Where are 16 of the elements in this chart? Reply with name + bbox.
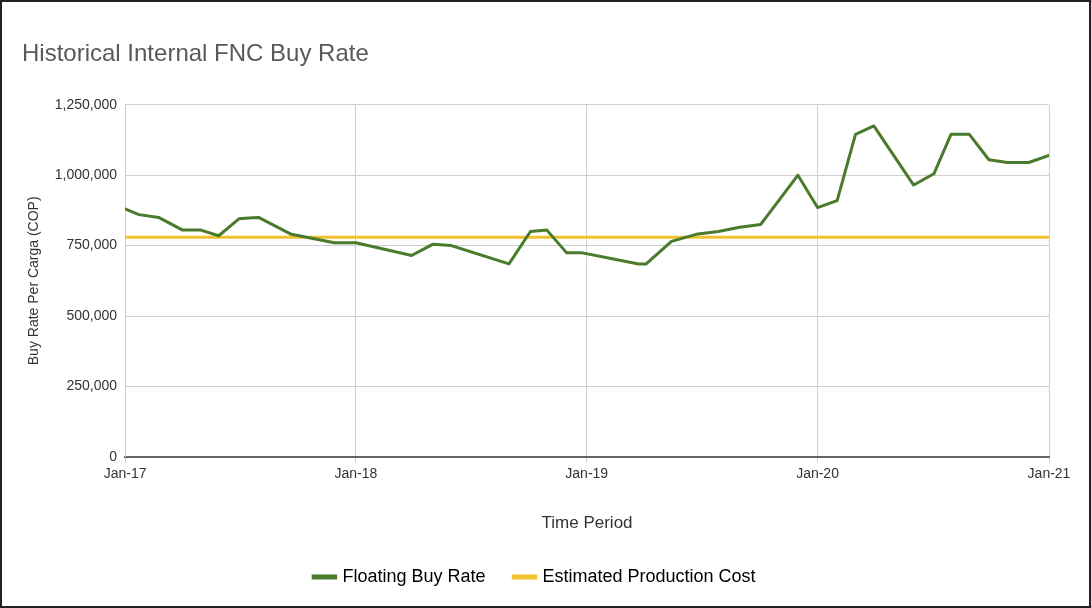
y-axis-title: Buy Rate Per Carga (COP) <box>25 196 42 366</box>
x-tick-label: Jan-18 <box>334 465 378 482</box>
x-tick-label: Jan-21 <box>1027 465 1071 482</box>
y-tick-label: 1,000,000 <box>54 166 118 183</box>
y-tick-label: 250,000 <box>66 377 118 394</box>
x-tick-label: Jan-17 <box>103 465 147 482</box>
y-tick-label: 1,250,000 <box>54 95 118 112</box>
x-tick-label: Jan-20 <box>796 465 840 482</box>
x-axis-title: Time Period <box>541 513 633 533</box>
chart-title: Historical Internal FNC Buy Rate <box>22 39 369 67</box>
y-tick-label: 500,000 <box>66 306 118 323</box>
legend-label: Estimated Production Cost <box>542 565 756 586</box>
x-tick-label: Jan-19 <box>565 465 609 482</box>
y-tick-label: 0 <box>109 447 118 464</box>
legend-label: Floating Buy Rate <box>342 565 486 586</box>
y-tick-label: 750,000 <box>66 236 118 253</box>
